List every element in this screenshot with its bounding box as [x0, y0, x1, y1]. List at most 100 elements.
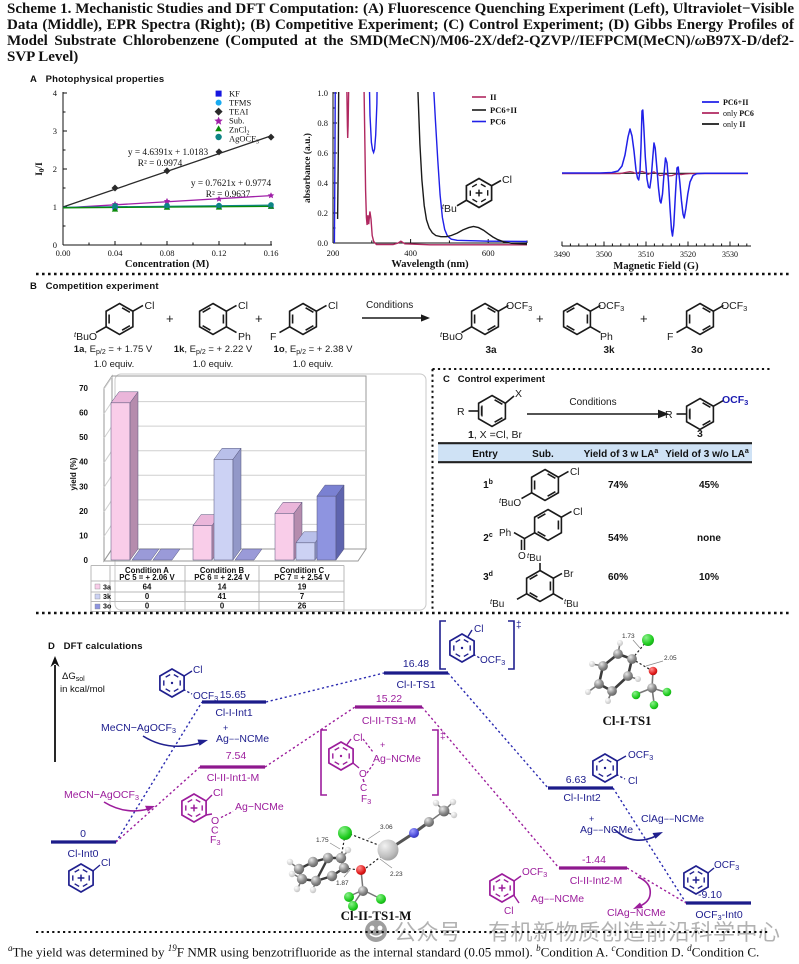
- svg-text:Cl-I-TS1: Cl-I-TS1: [396, 679, 435, 691]
- svg-text:Condition A: Condition A: [125, 566, 169, 575]
- svg-text:in kcal/mol: in kcal/mol: [60, 684, 105, 695]
- svg-text:PC6+II: PC6+II: [490, 105, 518, 115]
- svg-text:45%: 45%: [699, 480, 719, 491]
- svg-text:Condition C: Condition C: [280, 566, 325, 575]
- svg-text:OCF3: OCF3: [714, 860, 739, 872]
- svg-text:‡: ‡: [440, 731, 446, 742]
- svg-text:0.0: 0.0: [317, 238, 328, 248]
- svg-text:absorbance (a.u.): absorbance (a.u.): [302, 133, 313, 203]
- svg-text:Cl: Cl: [101, 858, 110, 869]
- svg-text:0.08: 0.08: [160, 248, 175, 258]
- svg-text:74%: 74%: [608, 480, 628, 491]
- svg-text:Ag−NCMe: Ag−NCMe: [373, 753, 421, 765]
- svg-text:Concentration (M): Concentration (M): [125, 259, 210, 270]
- svg-text:54%: 54%: [608, 533, 628, 544]
- svg-text:60%: 60%: [608, 572, 628, 583]
- svg-text:Sub.: Sub.: [532, 449, 554, 460]
- svg-text:3: 3: [697, 428, 703, 440]
- svg-text:15.22: 15.22: [376, 693, 402, 705]
- svg-text:Cl-I-Int1: Cl-I-Int1: [215, 707, 253, 719]
- svg-text:Ag−NCMe: Ag−NCMe: [235, 801, 284, 813]
- svg-text:3490: 3490: [554, 250, 570, 259]
- svg-text:Cl: Cl: [328, 300, 338, 312]
- svg-text:-9.10: -9.10: [698, 889, 722, 901]
- svg-text:0: 0: [145, 602, 150, 611]
- svg-text:1k, Ep/2 = + 2.22 V: 1k, Ep/2 = + 2.22 V: [174, 344, 253, 356]
- svg-text:Ag−−NCMe: Ag−−NCMe: [531, 893, 584, 905]
- svg-text:1b: 1b: [483, 479, 493, 491]
- svg-text:3o: 3o: [103, 602, 112, 611]
- svg-text:0: 0: [80, 828, 86, 840]
- svg-text:OCF3: OCF3: [506, 300, 532, 313]
- svg-text:Magnetic Field (G): Magnetic Field (G): [613, 261, 699, 272]
- svg-text:OCF3: OCF3: [722, 394, 748, 407]
- svg-text:+: +: [589, 814, 594, 824]
- svg-text:C Control experiment: C Control experiment: [443, 374, 546, 385]
- svg-text:tBuO: tBuO: [499, 496, 521, 509]
- svg-text:X: X: [515, 388, 522, 400]
- svg-text:Cl-Int0: Cl-Int0: [68, 848, 99, 860]
- svg-text:Sub.: Sub.: [229, 116, 244, 126]
- svg-text:y = 4.6391x + 1.0183: y = 4.6391x + 1.0183: [128, 148, 209, 158]
- svg-text:3a: 3a: [485, 345, 497, 356]
- svg-text:OCF3: OCF3: [721, 300, 747, 313]
- svg-text:Entry: Entry: [472, 449, 498, 460]
- svg-text:3o: 3o: [691, 345, 703, 356]
- svg-text:+: +: [640, 311, 648, 326]
- svg-text:64: 64: [143, 583, 152, 592]
- svg-text:0.2: 0.2: [317, 208, 328, 218]
- svg-text:1.75: 1.75: [316, 837, 329, 844]
- svg-text:tBuO: tBuO: [74, 330, 97, 343]
- svg-text:1a, Ep/2 = + 1.75 V: 1a, Ep/2 = + 1.75 V: [74, 344, 153, 356]
- svg-text:Cl: Cl: [573, 507, 582, 518]
- svg-text:+: +: [536, 311, 544, 326]
- svg-text:F: F: [270, 331, 276, 343]
- svg-text:+: +: [223, 723, 228, 733]
- svg-text:Cl-I-Int2: Cl-I-Int2: [563, 792, 601, 804]
- svg-text:OCF3: OCF3: [193, 691, 218, 703]
- svg-text:only II: only II: [723, 120, 745, 129]
- svg-text:Cl-II-Int1-M: Cl-II-Int1-M: [207, 772, 260, 784]
- svg-text:19: 19: [298, 583, 307, 592]
- svg-text:20: 20: [79, 507, 88, 516]
- svg-text:3500: 3500: [596, 250, 612, 259]
- svg-text:tBu: tBu: [442, 203, 457, 215]
- svg-text:14: 14: [218, 583, 227, 592]
- svg-text:Cl-II-TS1-M: Cl-II-TS1-M: [341, 908, 412, 923]
- svg-text:3530: 3530: [722, 250, 738, 259]
- svg-text:16.48: 16.48: [403, 658, 429, 670]
- svg-text:1.0 equiv.: 1.0 equiv.: [293, 359, 334, 370]
- svg-text:0: 0: [53, 240, 57, 250]
- svg-text:0: 0: [145, 592, 150, 601]
- svg-text:Cl-I-TS1: Cl-I-TS1: [602, 713, 651, 728]
- svg-text:3d: 3d: [483, 571, 493, 583]
- svg-text:1.0 equiv.: 1.0 equiv.: [193, 359, 234, 370]
- svg-text:OCF3: OCF3: [598, 300, 624, 313]
- svg-text:C: C: [360, 783, 367, 794]
- svg-text:0.12: 0.12: [212, 248, 227, 258]
- svg-text:I0/I: I0/I: [35, 162, 46, 176]
- svg-text:1.73: 1.73: [622, 633, 635, 640]
- svg-text:+: +: [255, 311, 263, 326]
- svg-text:3520: 3520: [680, 250, 696, 259]
- svg-text:40: 40: [79, 458, 88, 467]
- svg-text:OCF3: OCF3: [628, 750, 653, 762]
- svg-text:tBuO: tBuO: [440, 330, 463, 343]
- svg-text:200: 200: [327, 248, 340, 258]
- svg-text:only PC6: only PC6: [723, 109, 754, 118]
- svg-text:Cl-II-TS1-M: Cl-II-TS1-M: [362, 715, 416, 727]
- svg-text:0.04: 0.04: [108, 248, 124, 258]
- svg-text:ClAg−NCMe: ClAg−NCMe: [607, 907, 666, 919]
- svg-text:Cl: Cl: [145, 300, 155, 312]
- svg-text:30: 30: [79, 482, 88, 491]
- svg-text:F: F: [667, 331, 673, 343]
- svg-text:2.23: 2.23: [390, 871, 403, 878]
- svg-text:MeCN−AgOCF3: MeCN−AgOCF3: [64, 789, 139, 802]
- svg-text:OCF3-Int0: OCF3-Int0: [695, 909, 743, 922]
- svg-text:tBu: tBu: [564, 597, 578, 610]
- svg-text:3a: 3a: [103, 583, 112, 592]
- svg-text:70: 70: [79, 384, 88, 393]
- svg-text:1.0: 1.0: [317, 88, 328, 98]
- svg-text:PC 5 = + 2.06 V: PC 5 = + 2.06 V: [119, 573, 175, 582]
- svg-text:0.00: 0.00: [56, 248, 71, 258]
